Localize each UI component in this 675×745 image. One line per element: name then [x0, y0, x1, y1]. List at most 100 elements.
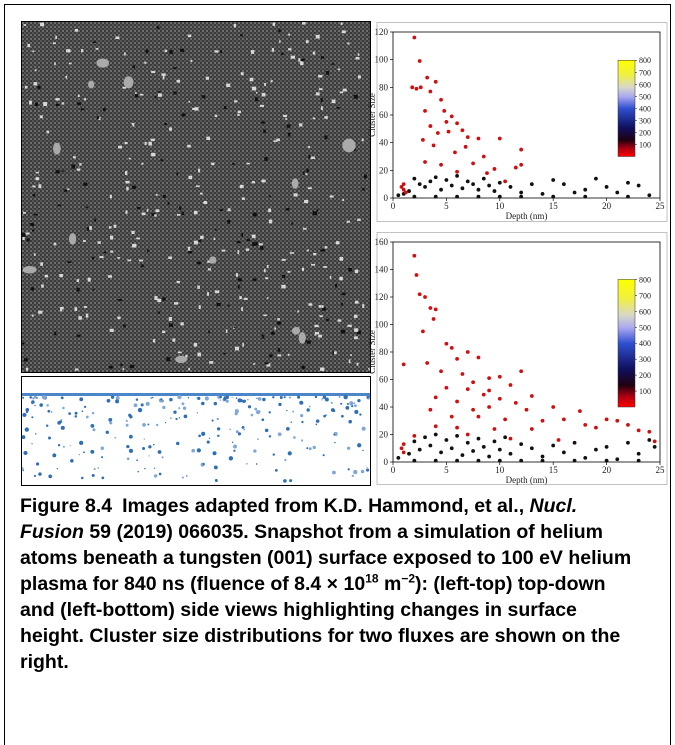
x-tick-label: 15	[549, 201, 559, 211]
speck	[320, 106, 323, 111]
speck	[103, 251, 107, 254]
speck	[205, 76, 210, 80]
speck	[357, 218, 361, 221]
speck	[33, 82, 38, 86]
speck	[125, 210, 128, 214]
speck	[312, 51, 316, 55]
data-point	[425, 75, 430, 80]
speck	[84, 98, 86, 101]
speck	[263, 129, 267, 133]
helium-dot	[91, 411, 95, 415]
speck	[268, 208, 271, 213]
helium-dot	[157, 450, 162, 454]
helium-dot	[182, 406, 187, 410]
speck	[331, 99, 336, 104]
data-point	[433, 79, 438, 84]
speck	[124, 52, 126, 56]
speck	[301, 365, 305, 369]
data-point	[414, 273, 419, 277]
helium-dot	[237, 432, 242, 436]
data-point	[487, 454, 492, 459]
speck	[240, 72, 244, 76]
speck	[324, 116, 328, 119]
data-point	[444, 341, 449, 346]
speck	[308, 146, 310, 149]
helium-dot	[169, 397, 173, 402]
helium-dot	[115, 396, 120, 400]
island	[96, 58, 110, 68]
y-tick-label: 20	[379, 165, 389, 175]
speck	[40, 22, 45, 27]
data-point	[481, 392, 486, 397]
speck	[83, 182, 88, 186]
speck	[193, 240, 198, 245]
data-point	[471, 449, 475, 453]
helium-dot	[367, 397, 370, 400]
speck	[173, 91, 177, 95]
helium-dot	[126, 444, 130, 449]
frame	[4, 4, 671, 745]
helium-dot	[247, 405, 252, 409]
data-point	[455, 356, 459, 361]
speck	[195, 185, 200, 187]
data-point	[561, 450, 566, 455]
data-point	[497, 396, 502, 401]
helium-dot	[359, 413, 362, 416]
speck	[110, 235, 114, 240]
speck	[276, 138, 280, 142]
helium-dot	[216, 417, 219, 421]
speck	[168, 256, 173, 259]
speck	[33, 213, 38, 216]
data-point	[487, 376, 492, 381]
helium-dot	[346, 402, 349, 406]
speck	[134, 94, 139, 98]
helium-dot	[59, 420, 63, 424]
data-point	[446, 129, 451, 134]
helium-dot	[164, 421, 167, 424]
speck	[355, 300, 359, 304]
speck	[108, 226, 112, 229]
speck	[301, 267, 305, 271]
speck	[302, 227, 307, 230]
speck	[74, 307, 78, 311]
speck	[340, 329, 346, 334]
data-point	[497, 458, 502, 463]
helium-dot	[34, 404, 36, 407]
speck	[125, 180, 130, 184]
speck	[172, 338, 176, 342]
helium-dot	[353, 402, 355, 404]
helium-dot	[35, 462, 40, 466]
speck	[299, 123, 303, 127]
data-point	[540, 191, 545, 196]
speck	[52, 42, 56, 45]
island	[342, 138, 356, 153]
speck	[187, 34, 192, 38]
helium-dot	[231, 396, 233, 398]
speck	[285, 207, 290, 211]
data-point	[449, 414, 454, 419]
speck	[341, 302, 344, 306]
speck	[326, 318, 329, 322]
speck	[154, 95, 157, 99]
data-point	[572, 458, 577, 463]
data-point	[433, 307, 438, 312]
speck	[67, 261, 72, 263]
speck	[340, 22, 343, 25]
helium-dot	[338, 395, 341, 399]
speck	[32, 185, 36, 188]
helium-dot	[297, 395, 301, 399]
speck	[277, 318, 280, 321]
speck	[157, 93, 162, 97]
helium-dot	[33, 395, 37, 399]
colorbar	[617, 59, 636, 157]
helium-dot	[145, 401, 150, 406]
helium-dot	[341, 414, 344, 418]
speck	[117, 299, 123, 301]
helium-dot	[286, 409, 288, 412]
data-point	[399, 185, 404, 189]
speck	[29, 100, 32, 105]
data-point	[551, 405, 556, 409]
data-point	[487, 183, 492, 188]
data-point	[485, 171, 489, 176]
speck	[179, 206, 182, 210]
